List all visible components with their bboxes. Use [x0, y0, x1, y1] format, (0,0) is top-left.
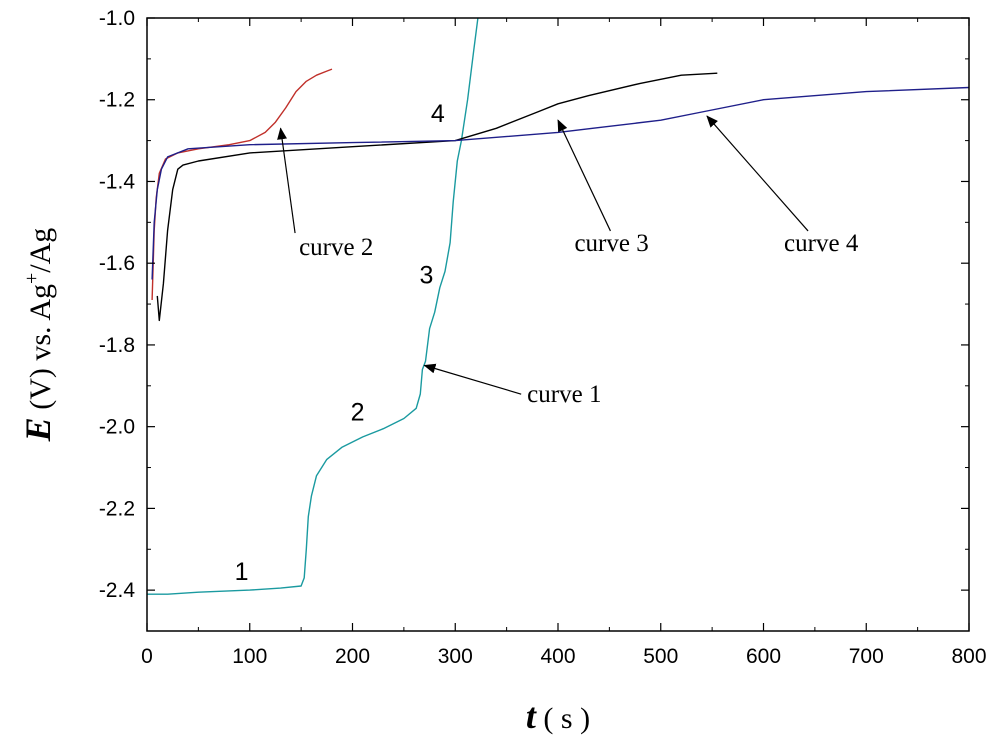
y-tick-label: -1.0 [99, 7, 135, 30]
y-axis-symbol: E [18, 417, 58, 442]
y-axis-tail: /Ag [24, 228, 57, 273]
y-tick-label: -2.0 [99, 416, 135, 439]
x-tick-label: 100 [232, 645, 267, 668]
annotation-arrow-curve-4 [706, 115, 809, 232]
x-tick-label: 400 [540, 645, 575, 668]
x-axis-unit: ( s ) [536, 702, 590, 735]
y-tick-label: -1.6 [99, 252, 135, 275]
x-tick-label: 500 [643, 645, 678, 668]
point-label-1: 1 [235, 558, 249, 586]
plot-frame [146, 17, 970, 632]
x-tick-label: 300 [438, 645, 473, 668]
series-line-curve-2 [151, 68, 333, 301]
x-tick-label: 200 [335, 645, 370, 668]
series-line-curve-3 [156, 72, 718, 322]
y-tick-label: -2.2 [99, 497, 135, 520]
annotations: curve 1 curve 2 curve 3 curve 4 1 2 3 4 [235, 100, 859, 586]
annotation-arrow-curve-2 [277, 127, 296, 234]
point-label-4: 4 [431, 100, 445, 128]
x-tick-label: 800 [951, 645, 986, 668]
x-tick-label: 600 [746, 645, 781, 668]
series-line-curve-1 [147, 18, 479, 595]
y-tick-label: -1.2 [99, 89, 135, 112]
x-tick-label: 0 [141, 645, 153, 668]
annotation-curve-3: curve 3 [574, 230, 648, 257]
axis-ticks: 0 100 200 300 400 500 600 700 800 -2.4 -2.2 -2.0 -1.… [99, 7, 987, 668]
series-line-curve-4 [151, 86, 969, 280]
y-axis-title: E (V) vs. Ag+/Ag [18, 228, 58, 443]
annotation-curve-1: curve 1 [527, 381, 601, 408]
annotation-curve-4: curve 4 [784, 230, 859, 257]
y-tick-label: -1.8 [99, 334, 135, 357]
y-axis-reference: (V) vs. Ag [24, 284, 57, 417]
point-label-2: 2 [351, 399, 365, 427]
annotation-curve-2: curve 2 [299, 234, 373, 261]
y-tick-label: -1.4 [99, 170, 136, 193]
series-layer [147, 18, 969, 595]
x-axis-title: t ( s ) [526, 696, 590, 736]
x-tick-label: 700 [849, 645, 884, 668]
y-axis-superscript: + [21, 273, 43, 284]
y-tick-label: -2.4 [99, 579, 136, 602]
annotation-arrow-curve-3 [557, 119, 611, 232]
annotation-arrow-curve-1 [423, 363, 522, 395]
point-label-3: 3 [420, 262, 434, 290]
x-axis-symbol: t [526, 696, 537, 736]
